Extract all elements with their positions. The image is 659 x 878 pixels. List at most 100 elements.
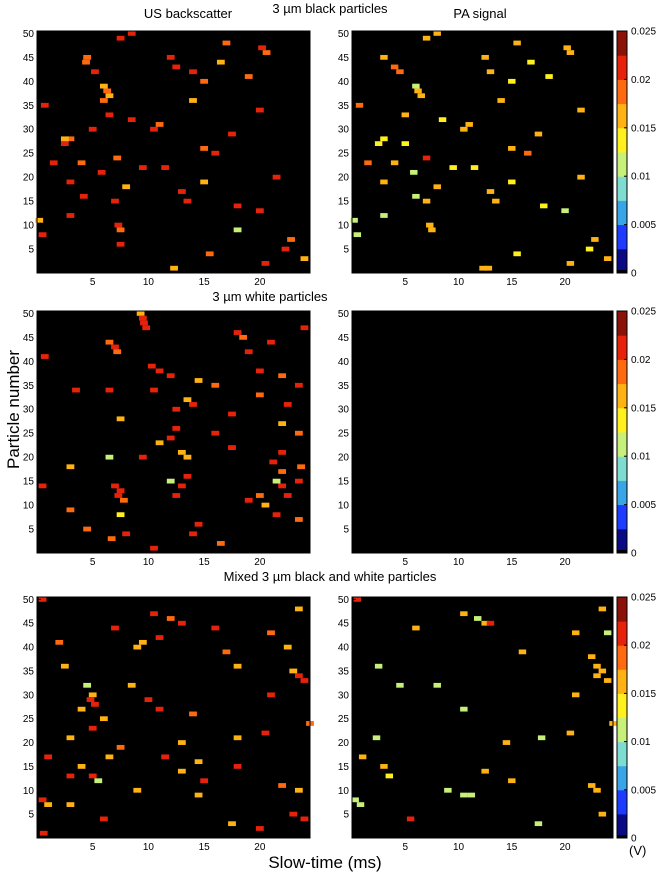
y-tick-label: 25 bbox=[23, 429, 35, 440]
heatmap-cell bbox=[222, 40, 231, 46]
y-tick-label: 10 bbox=[23, 786, 35, 797]
heatmap-cell bbox=[492, 198, 500, 204]
heatmap-cell bbox=[189, 69, 197, 75]
x-tick-label: 15 bbox=[506, 277, 518, 288]
panel-frame bbox=[351, 30, 614, 274]
y-tick-label: 30 bbox=[338, 690, 350, 701]
heatmap-cell bbox=[255, 392, 264, 398]
y-tick-label: 5 bbox=[343, 525, 349, 536]
heatmap-cell bbox=[228, 445, 236, 450]
heatmap-cell bbox=[603, 256, 612, 262]
heatmap-cell bbox=[355, 102, 364, 108]
y-tick-label: 5 bbox=[343, 245, 349, 256]
colorbar-unit-label: (V) bbox=[629, 843, 646, 858]
heatmap-cell bbox=[60, 141, 69, 147]
heatmap-cell bbox=[444, 787, 452, 793]
heatmap-cell bbox=[278, 783, 287, 788]
heatmap-cell bbox=[422, 35, 431, 41]
panel-frame bbox=[36, 310, 311, 554]
colorbar-tick-label: 0 bbox=[631, 269, 637, 280]
heatmap-cell bbox=[537, 735, 546, 741]
colorbar-segment bbox=[617, 480, 627, 506]
heatmap-cell bbox=[513, 251, 521, 257]
x-tick-label: 15 bbox=[199, 842, 211, 853]
heatmap-cell bbox=[261, 730, 270, 736]
heatmap-cell bbox=[88, 126, 97, 132]
heatmap-cell bbox=[422, 198, 431, 204]
colorbar-segment bbox=[617, 528, 627, 554]
heatmap-cell bbox=[374, 141, 383, 147]
y-tick-label: 35 bbox=[338, 381, 350, 392]
heatmap-cell bbox=[353, 597, 362, 602]
heatmap-cell bbox=[38, 597, 47, 602]
y-tick-label: 25 bbox=[23, 714, 35, 725]
heatmap-cell bbox=[294, 673, 303, 679]
heatmap-cell bbox=[116, 227, 125, 233]
heatmap-cell bbox=[77, 706, 86, 712]
heatmap-cell bbox=[140, 320, 148, 326]
heatmap-cell bbox=[294, 478, 303, 484]
heatmap-cell bbox=[86, 697, 95, 702]
heatmap-cell bbox=[281, 246, 290, 252]
heatmap-cell bbox=[111, 483, 119, 489]
colorbar-segment bbox=[617, 765, 627, 791]
heatmap-cell bbox=[105, 754, 114, 760]
colorbar-segment bbox=[617, 55, 627, 80]
heatmap-cell bbox=[261, 502, 270, 508]
x-tick-label: 10 bbox=[453, 842, 465, 853]
heatmap-cell bbox=[177, 768, 186, 774]
colorbar-segment bbox=[617, 741, 627, 767]
heatmap-cell bbox=[116, 35, 125, 41]
heatmap-cell bbox=[66, 773, 75, 779]
y-tick-label: 10 bbox=[23, 221, 35, 232]
heatmap-cell bbox=[66, 213, 75, 218]
y-tick-label: 20 bbox=[338, 173, 350, 184]
heatmap-cell bbox=[255, 368, 264, 374]
heatmap-cell bbox=[262, 50, 271, 55]
heatmap-cell bbox=[216, 59, 225, 65]
x-tick-label: 10 bbox=[453, 557, 465, 568]
heatmap-cell bbox=[211, 430, 220, 436]
heatmap-cell bbox=[105, 93, 114, 99]
heatmap-cell bbox=[60, 663, 69, 669]
x-tick-label: 10 bbox=[143, 842, 155, 853]
panel-frame bbox=[36, 30, 311, 274]
heatmap-cell bbox=[571, 692, 580, 698]
heatmap-cell bbox=[155, 368, 164, 374]
y-tick-label: 30 bbox=[23, 690, 35, 701]
y-tick-label: 45 bbox=[23, 619, 35, 630]
heatmap-cell bbox=[122, 184, 131, 190]
heatmap-cell bbox=[66, 179, 75, 185]
heatmap-cell bbox=[233, 203, 242, 209]
heatmap-cell bbox=[294, 382, 303, 388]
heatmap-cell bbox=[83, 682, 92, 688]
heatmap-cell bbox=[561, 208, 569, 214]
heatmap-cell bbox=[150, 611, 158, 617]
y-tick-label: 40 bbox=[338, 643, 350, 654]
heatmap-cell bbox=[566, 261, 575, 266]
heatmap-cell bbox=[150, 387, 158, 393]
heatmap-cell bbox=[380, 213, 388, 218]
heatmap-cell bbox=[433, 184, 441, 190]
y-tick-label: 45 bbox=[338, 333, 350, 344]
heatmap-cell bbox=[155, 635, 164, 640]
heatmap-cell bbox=[138, 315, 147, 321]
y-tick-label: 50 bbox=[23, 595, 35, 606]
heatmap-cell bbox=[577, 174, 585, 180]
heatmap-cell bbox=[172, 64, 181, 70]
heatmap-cell bbox=[228, 411, 236, 417]
heatmap-cell bbox=[460, 126, 468, 132]
panel-background bbox=[37, 597, 310, 838]
heatmap-cell bbox=[351, 797, 359, 803]
x-tick-label: 10 bbox=[453, 277, 465, 288]
heatmap-cell bbox=[40, 102, 49, 108]
y-tick-label: 15 bbox=[338, 477, 350, 488]
y-tick-label: 50 bbox=[338, 29, 350, 40]
y-tick-label: 10 bbox=[338, 501, 350, 512]
heatmap-cell bbox=[438, 117, 447, 123]
heatmap-cell bbox=[233, 663, 242, 669]
heatmap-cell bbox=[534, 821, 543, 827]
y-tick-label: 25 bbox=[338, 149, 350, 160]
colorbar-segment bbox=[617, 335, 627, 360]
colorbar-floor bbox=[617, 835, 627, 838]
